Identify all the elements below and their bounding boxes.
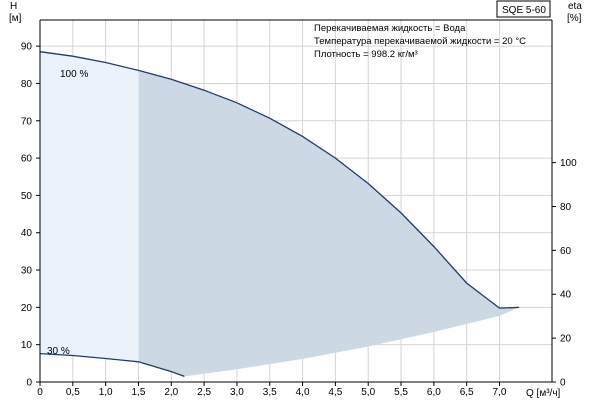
x-tick-label: 6,0 (427, 387, 441, 398)
operating-area (40, 51, 520, 377)
x-tick-label: 1,0 (99, 387, 113, 398)
y-left-tick-label: 80 (21, 79, 33, 90)
x-tick-label: 2,5 (197, 387, 211, 398)
info-line-temperature: Температура перекачиваемой жидкости = 20… (314, 36, 526, 47)
y-right-title-line1: eta (568, 1, 582, 12)
y-left-tick-label: 40 (21, 228, 33, 239)
y-right-tick-label: 40 (560, 290, 572, 301)
curve-30 (39, 352, 185, 378)
x-tick-label: 1,5 (132, 387, 146, 398)
x-tick-label: 0,5 (66, 387, 80, 398)
x-tick-label: 0 (37, 387, 43, 398)
y-left-tick-label: 60 (21, 154, 33, 165)
x-tick-label: 7,0 (493, 387, 507, 398)
x-tick-label: 2,0 (164, 387, 178, 398)
operating-area-dark (138, 70, 520, 377)
info-line-density: Плотность = 998.2 кг/м³ (314, 49, 418, 60)
x-tick-label: 6,5 (460, 387, 474, 398)
x-axis-title: Q [м³/ч] (526, 388, 561, 399)
y-right-tick-label: 60 (560, 246, 572, 257)
y-left-tick-label: 90 (21, 42, 33, 53)
x-tick-label: 4,0 (296, 387, 310, 398)
y-left-tick-label: 20 (21, 303, 33, 314)
model-label: SQE 5-60 (502, 5, 546, 16)
x-tick-label: 3,0 (230, 387, 244, 398)
y-left-tick-label: 50 (21, 191, 33, 202)
y-right-tick-label: 80 (560, 202, 572, 213)
model-box (496, 0, 551, 18)
curves (39, 51, 520, 378)
series-label-100: 100 % (60, 69, 88, 80)
y-left-tick-label: 30 (21, 266, 33, 277)
y-right-tick-label: 20 (560, 334, 572, 345)
x-tick-label: 4,5 (328, 387, 342, 398)
info-line-fluid: Перекачиваемая жидкость = Вода (314, 23, 466, 34)
y-right-tick-label: 100 (560, 158, 577, 169)
y-left-title-line1: H (10, 1, 17, 12)
y-right-title-line2: [%] (567, 13, 582, 24)
series-label-30: 30 % (47, 346, 70, 357)
x-tick-label: 5,0 (361, 387, 375, 398)
y-left-title-line2: [м] (9, 13, 22, 24)
curve-100 (39, 51, 520, 309)
x-tick-label: 5,5 (394, 387, 408, 398)
y-left-tick-label: 10 (21, 340, 33, 351)
x-tick-label: 3,5 (263, 387, 277, 398)
y-left-tick-label: 0 (26, 378, 32, 389)
tick-labels: 0 0,5 1,0 1,5 2,0 2,5 3,0 3,5 4,0 4,5 5,0 5,5 6,0 6,5… (21, 42, 577, 398)
axes (36, 19, 556, 386)
y-left-tick-label: 70 (21, 116, 33, 127)
operating-area-light (40, 51, 139, 362)
y-right-tick-label: 0 (560, 378, 566, 389)
